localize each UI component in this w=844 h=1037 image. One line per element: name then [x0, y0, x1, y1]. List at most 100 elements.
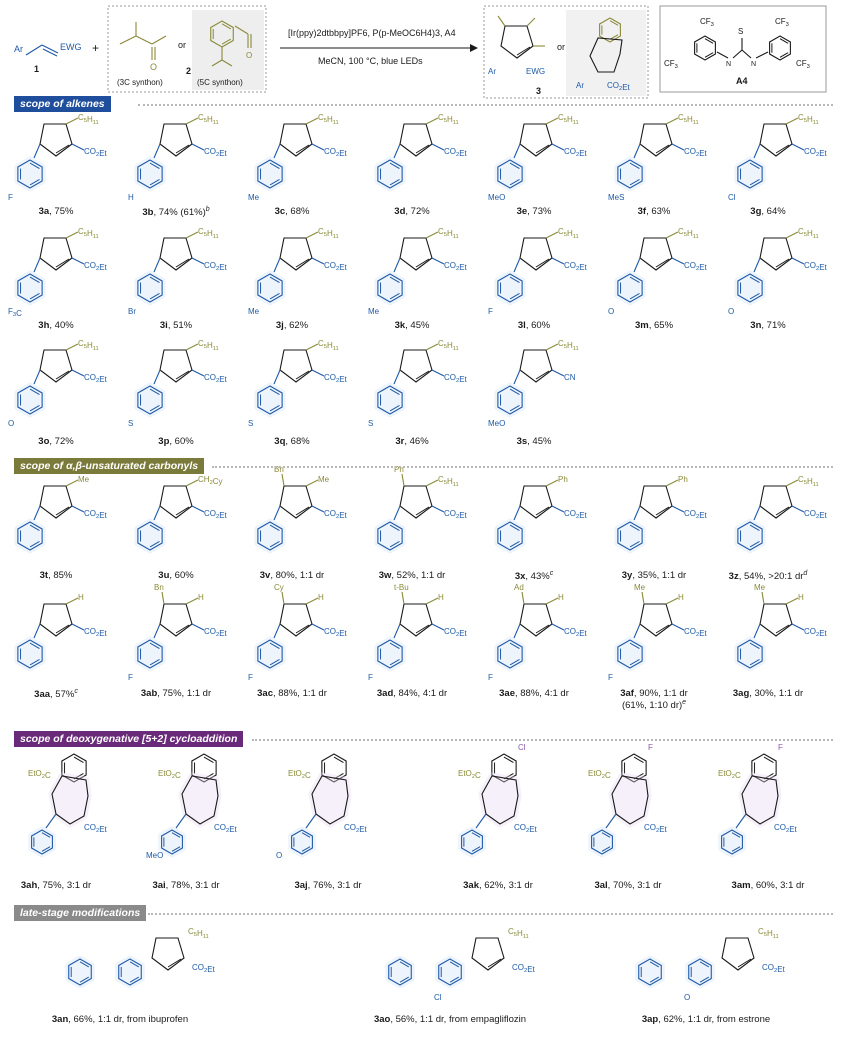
bond	[633, 623, 641, 639]
bond	[737, 958, 752, 968]
product-caption-3d: 3d, 72%	[394, 206, 430, 217]
general-reaction-header: Ar EWG 1 + O (3C synthon) or O (5C synthon) 2 [Ir(…	[14, 5, 827, 99]
product-caption-3s: 3s, 45%	[516, 436, 552, 447]
bond	[775, 258, 790, 268]
bond	[753, 505, 761, 521]
bond	[393, 505, 401, 521]
bond	[29, 642, 40, 649]
product-caption-3af: 3af, 90%, 1:1 dr (61%, 1:10 dr)e	[620, 688, 688, 712]
oxygen-label: O	[246, 51, 252, 60]
or-label: or	[178, 40, 186, 50]
ring	[519, 237, 553, 271]
ring	[137, 521, 163, 551]
product-caption-3o: 3o, 72%	[38, 436, 74, 447]
substituent-label: O	[684, 993, 690, 1002]
product-caption-3an: 3an, 66%, 1:1 dr, from ibuprofen	[51, 1014, 189, 1025]
product-3g: C5H11 CO2Et Cl	[728, 113, 828, 202]
bond	[65, 479, 79, 487]
product-3aa: H CO2Et	[14, 593, 108, 672]
ring	[639, 485, 673, 519]
bond	[305, 479, 319, 487]
bond	[665, 479, 679, 487]
bond	[175, 370, 190, 380]
ring-highlight	[494, 382, 526, 418]
substituent-label: Me	[248, 307, 260, 316]
bond	[393, 623, 401, 639]
bond	[269, 541, 280, 548]
conditions-line-1: [Ir(ppy)2dtbbpy]PF6, P(p-MeOC6H4)3, A4	[288, 28, 456, 38]
ring	[471, 937, 505, 971]
bond	[149, 541, 160, 548]
product-caption-3n: 3n, 71%	[750, 320, 786, 331]
chain-label: H	[78, 593, 84, 602]
bond	[535, 506, 550, 516]
ring	[621, 753, 647, 783]
bond	[175, 813, 187, 829]
bond	[71, 257, 85, 265]
synthon-5c-shade	[192, 10, 264, 90]
bond	[655, 506, 670, 516]
ring	[617, 639, 643, 669]
cf3-label: CF3	[775, 17, 789, 28]
bond	[749, 541, 760, 548]
bond	[779, 38, 789, 44]
bond	[749, 642, 760, 649]
product-caption-3i: 3i, 51%	[159, 320, 193, 331]
bond	[305, 231, 319, 239]
bond	[415, 370, 430, 380]
ester-label: CO2Et	[324, 627, 348, 638]
product-caption-3ao: 3ao, 56%, 1:1 dr, from empagliflozin	[373, 1014, 527, 1025]
substituent-label: F	[368, 673, 373, 682]
ring	[399, 603, 433, 637]
ester-label: CN	[564, 373, 576, 382]
ring	[377, 385, 403, 415]
bond	[393, 257, 401, 273]
bond	[269, 405, 280, 412]
bond	[41, 846, 51, 852]
product-caption-3x: 3x, 43%c	[514, 570, 554, 583]
substituent-label: H	[128, 193, 134, 202]
ring	[617, 521, 643, 551]
ring	[497, 521, 523, 551]
bond	[71, 369, 85, 377]
substituent-label: Bn	[274, 465, 284, 474]
ester-label: EtO2C	[718, 769, 741, 780]
bond	[629, 541, 640, 548]
product-caption-3ah: 3ah, 75%, 3:1 dr	[20, 880, 92, 891]
product-caption-3q: 3q, 68%	[274, 436, 310, 447]
chain-label: Me	[318, 475, 330, 484]
bond	[389, 162, 400, 169]
substituent-label: Ad	[514, 583, 524, 592]
ester-label: CO2Et	[204, 509, 228, 520]
product-caption-3l: 3l, 60%	[517, 320, 551, 331]
bond	[29, 293, 40, 300]
product-caption-3k: 3k, 45%	[394, 320, 430, 331]
ring-highlight	[435, 955, 465, 989]
ester-label: CO2Et	[684, 261, 708, 272]
ring-highlight	[494, 636, 526, 672]
bond	[513, 623, 521, 639]
product-3ad: Ht-Bu CO2Et F	[368, 583, 468, 682]
bond	[393, 143, 401, 159]
bond	[665, 117, 679, 125]
bond	[629, 179, 640, 186]
bond	[509, 162, 520, 169]
bond	[269, 642, 280, 649]
catalyst-box	[659, 5, 827, 93]
bond	[545, 231, 559, 239]
bond	[629, 524, 640, 531]
bond	[29, 541, 40, 548]
bond	[149, 642, 160, 649]
bond	[535, 144, 550, 154]
oxygen-label: O	[150, 62, 157, 72]
product-caption-3u: 3u, 60%	[158, 570, 194, 581]
bond	[545, 117, 559, 125]
bond	[71, 143, 85, 151]
bond	[185, 597, 199, 605]
chain-label: C5H11	[438, 113, 459, 126]
ring	[399, 123, 433, 157]
ring-highlight	[614, 518, 646, 554]
ring-highlight	[134, 518, 166, 554]
bond	[311, 143, 325, 151]
chain-label: C5H11	[798, 227, 819, 240]
